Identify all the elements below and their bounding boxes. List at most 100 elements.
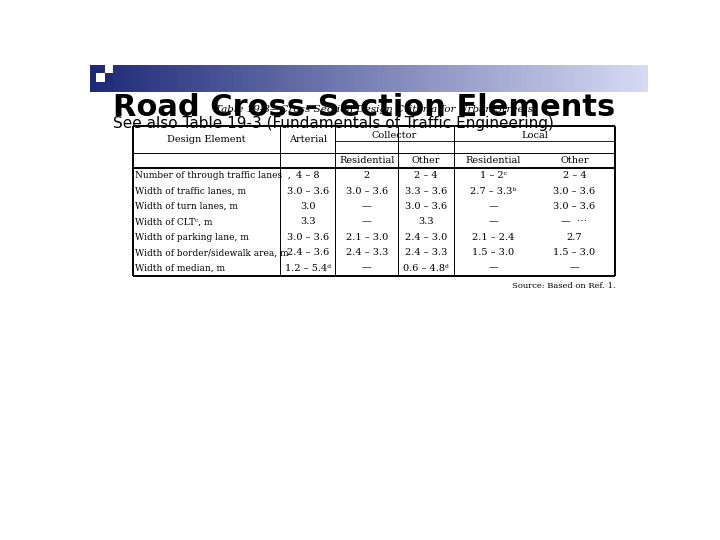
Bar: [495, 65, 500, 92]
Text: Residential: Residential: [466, 156, 521, 165]
Text: Design Element: Design Element: [167, 135, 246, 144]
Bar: [230, 65, 235, 92]
Text: 3.0 – 3.6: 3.0 – 3.6: [287, 187, 329, 195]
Bar: [555, 65, 560, 92]
Bar: [104, 65, 113, 73]
Bar: [266, 65, 272, 92]
Bar: [132, 65, 138, 92]
Bar: [462, 65, 467, 92]
Text: 2.1 – 3.0: 2.1 – 3.0: [346, 233, 388, 242]
Bar: [453, 65, 458, 92]
Bar: [634, 65, 639, 92]
Bar: [611, 65, 616, 92]
Bar: [523, 65, 528, 92]
Bar: [211, 65, 216, 92]
Text: Width of turn lanes, m: Width of turn lanes, m: [135, 202, 238, 211]
Text: 2 – 4: 2 – 4: [414, 171, 438, 180]
Text: 3.0 – 3.6: 3.0 – 3.6: [346, 187, 388, 195]
Text: —: —: [362, 202, 372, 211]
Bar: [341, 65, 346, 92]
Bar: [490, 65, 495, 92]
Text: Number of through traffic lanes  ,: Number of through traffic lanes ,: [135, 171, 291, 180]
Bar: [239, 65, 244, 92]
Bar: [309, 65, 314, 92]
Bar: [179, 65, 184, 92]
Text: See also Table 19-3 (Fundamentals of Traffic Engineering): See also Table 19-3 (Fundamentals of Tra…: [113, 117, 554, 131]
Bar: [485, 65, 490, 92]
Bar: [518, 65, 523, 92]
Text: 3.0 – 3.6: 3.0 – 3.6: [405, 202, 447, 211]
Bar: [285, 65, 291, 92]
Text: Width of traffic lanes, m: Width of traffic lanes, m: [135, 187, 246, 195]
Text: Width of CLTᶜ, m: Width of CLTᶜ, m: [135, 218, 212, 226]
Text: —: —: [362, 264, 372, 273]
Bar: [104, 73, 113, 82]
Text: 3.0: 3.0: [300, 202, 315, 211]
Text: —: —: [489, 264, 498, 273]
Bar: [425, 65, 431, 92]
Bar: [601, 65, 607, 92]
Bar: [550, 65, 556, 92]
Bar: [96, 65, 104, 73]
Bar: [438, 65, 444, 92]
Text: 2: 2: [364, 171, 370, 180]
Bar: [248, 65, 253, 92]
Text: 2.4 – 3.3: 2.4 – 3.3: [405, 248, 447, 257]
Bar: [183, 65, 189, 92]
Bar: [96, 73, 104, 82]
Bar: [392, 65, 397, 92]
Text: 1 – 2ᶜ: 1 – 2ᶜ: [480, 171, 507, 180]
Bar: [504, 65, 509, 92]
Bar: [472, 65, 477, 92]
Bar: [564, 65, 570, 92]
Bar: [546, 65, 551, 92]
Bar: [220, 65, 225, 92]
Text: —: —: [570, 264, 580, 273]
Bar: [155, 65, 161, 92]
Text: 2.4 – 3.3: 2.4 – 3.3: [346, 248, 388, 257]
Bar: [346, 65, 351, 92]
Text: Width of border/sidewalk area, m: Width of border/sidewalk area, m: [135, 248, 289, 257]
Bar: [304, 65, 310, 92]
Text: Source: Based on Ref. 1.: Source: Based on Ref. 1.: [512, 282, 616, 290]
Bar: [192, 65, 198, 92]
Bar: [332, 65, 337, 92]
Bar: [104, 65, 109, 92]
Bar: [369, 65, 374, 92]
Bar: [644, 65, 649, 92]
Bar: [629, 65, 635, 92]
Bar: [574, 65, 579, 92]
Text: 1.2 – 5.4ᵈ: 1.2 – 5.4ᵈ: [284, 264, 330, 273]
Text: 3.3: 3.3: [418, 218, 433, 226]
Bar: [294, 65, 300, 92]
Bar: [378, 65, 384, 92]
Bar: [243, 65, 249, 92]
Text: 4 – 8: 4 – 8: [296, 171, 320, 180]
Text: —: —: [362, 218, 372, 226]
Bar: [364, 65, 370, 92]
Text: Road Cross-Section Elements: Road Cross-Section Elements: [113, 93, 616, 122]
Bar: [109, 65, 114, 92]
Bar: [527, 65, 533, 92]
Bar: [411, 65, 416, 92]
Text: 3.3: 3.3: [300, 218, 315, 226]
Bar: [448, 65, 454, 92]
Text: 3.3 – 3.6: 3.3 – 3.6: [405, 187, 447, 195]
Bar: [290, 65, 295, 92]
Bar: [276, 65, 282, 92]
Bar: [137, 65, 142, 92]
Bar: [578, 65, 584, 92]
Bar: [202, 65, 207, 92]
Text: 1.5 – 3.0: 1.5 – 3.0: [554, 248, 595, 257]
Text: Other: Other: [560, 156, 589, 165]
Bar: [481, 65, 486, 92]
Bar: [434, 65, 439, 92]
Bar: [94, 65, 100, 92]
Bar: [313, 65, 319, 92]
Text: 2.1 – 2.4: 2.1 – 2.4: [472, 233, 515, 242]
Bar: [444, 65, 449, 92]
Bar: [374, 65, 379, 92]
Text: —  ⋅⋅⋅: — ⋅⋅⋅: [562, 218, 588, 226]
Bar: [559, 65, 565, 92]
Bar: [127, 65, 132, 92]
